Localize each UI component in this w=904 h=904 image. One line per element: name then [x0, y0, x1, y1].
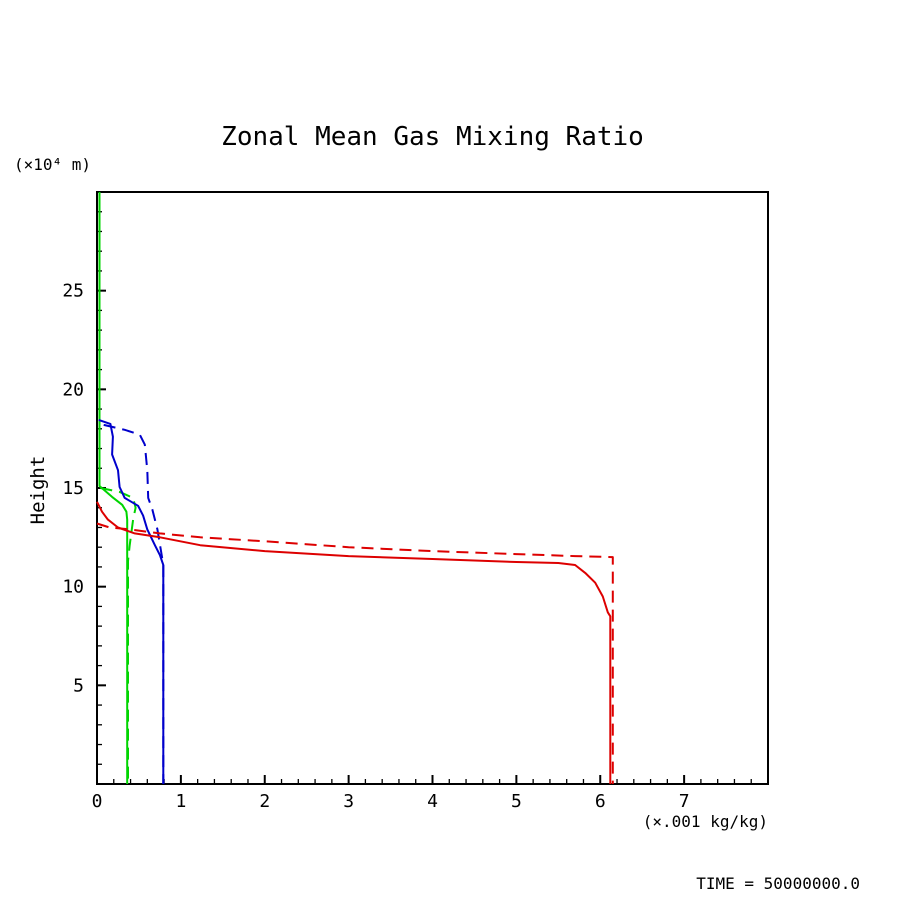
- series-blue-dashed: [103, 423, 165, 784]
- time-annotation: TIME = 50000000.0: [696, 874, 860, 893]
- plot-series: [96, 192, 614, 784]
- y-axis-ticks: 5 10 15 20 25: [62, 211, 106, 765]
- y-tick-label-20: 20: [62, 379, 84, 400]
- y-tick-label-10: 10: [62, 577, 84, 598]
- series-green-solid: [98, 192, 129, 784]
- series-red-dashed: [96, 522, 614, 784]
- x-tick-label-3: 3: [343, 791, 354, 812]
- x-axis-units-label: (×.001 kg/kg): [642, 812, 768, 831]
- x-tick-label-1: 1: [175, 791, 186, 812]
- x-tick-label-4: 4: [427, 791, 438, 812]
- plot-box: [96, 191, 769, 785]
- series-red-solid: [96, 501, 612, 784]
- x-tick-label-2: 2: [259, 791, 270, 812]
- y-axis-units-label: (×10⁴ m): [14, 155, 92, 174]
- x-tick-label-5: 5: [511, 791, 522, 812]
- x-tick-label-6: 6: [595, 791, 606, 812]
- y-tick-label-25: 25: [62, 281, 84, 302]
- x-axis-ticks: 0 1 2 3 4 5 6 7: [92, 775, 752, 812]
- y-tick-label-15: 15: [62, 478, 84, 499]
- chart-title: Zonal Mean Gas Mixing Ratio: [221, 122, 644, 152]
- x-tick-label-7: 7: [679, 791, 690, 812]
- y-tick-label-5: 5: [73, 675, 84, 696]
- x-tick-label-0: 0: [92, 791, 103, 812]
- series-blue-solid: [98, 418, 165, 784]
